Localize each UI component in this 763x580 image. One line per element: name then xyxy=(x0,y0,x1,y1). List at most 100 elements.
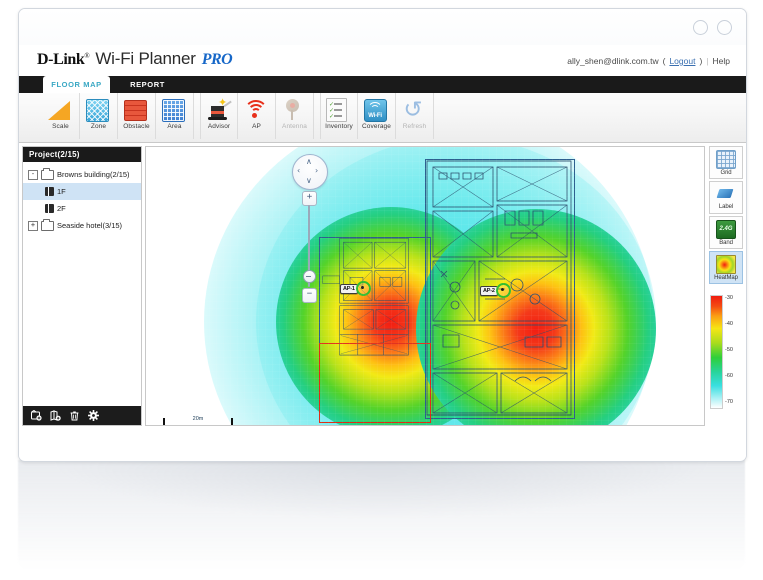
toolbar-label-zone: Zone xyxy=(90,123,107,130)
layer-button-band[interactable]: 2.4G Band xyxy=(709,216,743,249)
scale-metric-label: 20m xyxy=(192,416,204,422)
pan-up-icon[interactable]: ∧ xyxy=(306,157,312,166)
pan-left-icon[interactable]: ‹ xyxy=(297,166,301,175)
toolbar-label-inventory: Inventory xyxy=(325,123,353,130)
layer-button-label[interactable]: Label xyxy=(709,181,743,214)
wifi-coverage-icon: Wi-Fi xyxy=(363,96,390,122)
zone-rect-bottom-red[interactable] xyxy=(319,343,431,423)
app-header: D-Link Wi-Fi Planner PRO ally_shen@dlink… xyxy=(19,45,746,76)
zoom-slider-track[interactable] xyxy=(308,205,310,287)
toolbar-button-zone[interactable]: Zone xyxy=(80,93,118,139)
label-tag-icon xyxy=(716,186,735,203)
area-grid-icon xyxy=(161,96,188,122)
ap-marker-icon[interactable] xyxy=(355,281,371,296)
tree-label-browns-building: Browns building(2/15) xyxy=(57,170,130,179)
zone-rect-right[interactable] xyxy=(425,159,575,419)
add-project-icon[interactable] xyxy=(31,410,42,421)
legend-tick-1: -30 xyxy=(725,295,733,301)
layer-label-band: Band xyxy=(719,239,733,246)
tree-label-1f: 1F xyxy=(57,187,66,196)
zone-rect-left[interactable] xyxy=(319,237,431,344)
tree-toggle-icon[interactable]: - xyxy=(28,169,38,180)
grid-icon xyxy=(716,149,736,169)
window-footer xyxy=(19,429,746,460)
toolbar-button-inventory[interactable]: ✓ ✓ ✓ Inventory xyxy=(320,93,358,139)
window-control-2-icon[interactable] xyxy=(717,20,732,35)
browser-window: D-Link Wi-Fi Planner PRO ally_shen@dlink… xyxy=(18,8,747,462)
tree-item-browns-building[interactable]: - Browns building(2/15) xyxy=(23,166,141,183)
toolbar-button-area[interactable]: Area xyxy=(156,93,194,139)
tree-toggle-icon[interactable]: + xyxy=(28,220,38,231)
tab-floor-map[interactable]: FLOOR MAP xyxy=(43,76,110,93)
zone-mesh-icon xyxy=(85,96,112,122)
refresh-arrows-icon: ↺ xyxy=(403,96,423,122)
ap-marker-icon[interactable] xyxy=(495,283,511,298)
window-control-1-icon[interactable] xyxy=(693,20,708,35)
heatmap-icon xyxy=(716,254,736,274)
legend-tick-4: -60 xyxy=(725,373,733,379)
paren-open: ( xyxy=(662,56,666,66)
layer-label-label: Label xyxy=(718,203,734,210)
layer-label-grid: Grid xyxy=(720,169,732,176)
legend-tick-2: -40 xyxy=(725,321,733,327)
layer-button-heatmap[interactable]: HeatMap xyxy=(709,251,743,284)
zoom-slider-handle[interactable] xyxy=(303,270,316,283)
toolbar-label-refresh: Refresh xyxy=(402,123,427,130)
map-canvas[interactable]: AP-1 AP-2 ∧ ∨ ‹ › xyxy=(146,147,704,425)
floor-map-viewport[interactable]: AP-1 AP-2 ∧ ∨ ‹ › xyxy=(145,146,705,426)
add-floor-icon[interactable] xyxy=(50,410,61,421)
brand-name: D-Link xyxy=(37,51,89,69)
toolbar-button-coverage[interactable]: Wi-Fi Coverage xyxy=(358,93,396,139)
pan-control[interactable]: ∧ ∨ ‹ › xyxy=(292,154,328,190)
legend-tick-5: -70 xyxy=(725,399,733,405)
help-link[interactable]: Help xyxy=(712,56,730,66)
ruler-triangle-icon xyxy=(47,96,74,122)
delete-icon[interactable] xyxy=(69,410,80,421)
layer-panel: Grid Label 2.4G Band HeatMap xyxy=(709,146,743,426)
access-point-ap-1[interactable]: AP-1 xyxy=(340,281,371,296)
zoom-out-button[interactable]: − xyxy=(302,288,317,303)
tab-report[interactable]: REPORT xyxy=(114,76,181,93)
account-email: ally_shen@dlink.com.tw xyxy=(567,56,659,66)
wifi-signal-icon xyxy=(243,96,270,122)
magic-hat-icon: ✦ xyxy=(206,96,232,122)
signal-legend: -30 -40 -50 -60 -70 xyxy=(710,295,736,410)
window-chrome-bar xyxy=(19,9,746,46)
zoom-in-button[interactable]: + xyxy=(302,191,317,206)
toolbar-label-area: Area xyxy=(167,123,182,130)
pan-down-icon[interactable]: ∨ xyxy=(306,176,312,185)
toolbar-label-coverage: Coverage xyxy=(362,123,391,130)
toolbar-button-obstacle[interactable]: Obstacle xyxy=(118,93,156,139)
floor-plan-icon xyxy=(45,204,54,213)
toolbar-button-refresh: ↺ Refresh xyxy=(396,93,434,139)
access-point-ap-2[interactable]: AP-2 xyxy=(480,283,511,298)
toolbar-label-advisor: Advisor xyxy=(207,123,231,130)
logout-link[interactable]: Logout xyxy=(669,56,696,66)
brick-wall-icon xyxy=(123,96,150,122)
map-scale-bar: 20m 50ft xyxy=(163,415,233,425)
scale-cap-right xyxy=(231,418,233,425)
toolbar-label-ap: AP xyxy=(252,123,261,130)
toolbar-button-antenna: Antenna xyxy=(276,93,314,139)
legend-colorbar xyxy=(710,295,723,409)
heatmap-hotspot-ap2 xyxy=(416,209,656,425)
tree-label-seaside-hotel: Seaside hotel(3/15) xyxy=(57,221,123,230)
settings-gear-icon[interactable] xyxy=(88,410,99,421)
floor-plan-right xyxy=(426,160,572,416)
layer-button-grid[interactable]: Grid xyxy=(709,146,743,179)
floor-plan-icon xyxy=(45,187,54,196)
tree-item-seaside-hotel[interactable]: + Seaside hotel(3/15) xyxy=(23,217,141,234)
app-title: Wi-Fi Planner xyxy=(95,49,196,68)
window-reflection xyxy=(18,460,745,570)
toolbar-button-scale[interactable]: Scale xyxy=(42,93,80,139)
zoom-slider[interactable]: + − xyxy=(302,191,317,303)
toolbar-button-advisor[interactable]: ✦ Advisor xyxy=(200,93,238,139)
app-body: Project(2/15) - Browns building(2/15) 1F… xyxy=(19,143,746,429)
toolbar-button-ap[interactable]: AP xyxy=(238,93,276,139)
sidebar-toolbar xyxy=(23,406,141,425)
account-bar: ally_shen@dlink.com.tw ( Logout ) | Help xyxy=(567,56,730,66)
pan-right-icon[interactable]: › xyxy=(315,166,319,175)
tree-item-2f[interactable]: 2F xyxy=(23,200,141,217)
tree-item-1f[interactable]: 1F xyxy=(23,183,141,200)
